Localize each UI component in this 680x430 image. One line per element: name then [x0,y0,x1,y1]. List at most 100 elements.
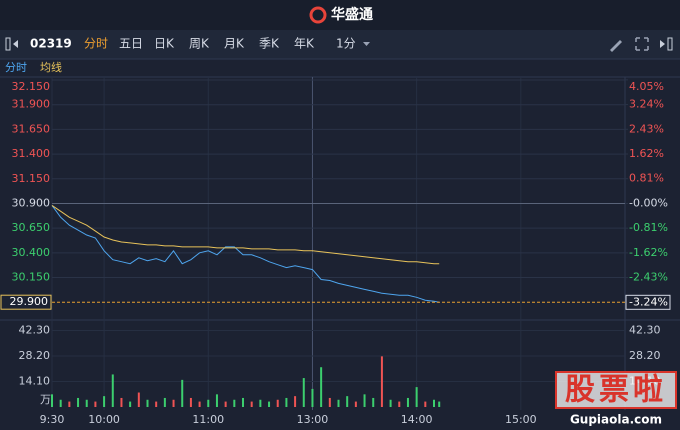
volume-bar [433,399,435,407]
x-tick-label: 15:00 [505,413,537,426]
volume-bar [346,396,349,407]
volume-bar [77,397,80,407]
tab[interactable]: 季K [259,37,280,51]
tab[interactable]: 年K [294,37,315,51]
volume-bar [189,397,192,407]
volume-bar [302,378,305,407]
last-price-label: 29.900 [10,295,49,308]
volume-bar [372,397,375,407]
y-tick-label: 31.650 [12,122,51,135]
fullscreen-icon[interactable] [635,37,649,51]
y2-tick-label: -0.81% [629,221,668,234]
y-tick-label: 31.150 [12,172,51,185]
volume-bar [85,399,88,407]
y-tick-label: 30.400 [12,246,51,259]
volume-bar [268,401,271,407]
collapse-icon[interactable] [5,37,11,51]
volume-bar [146,399,149,407]
volume-bar [103,396,106,407]
edit-icon[interactable] [610,40,622,52]
collapse-arrow [13,40,18,48]
volume-bar [406,397,409,407]
volume-unit: 万 [40,393,51,406]
interval-select[interactable]: 1分 [336,37,356,51]
volume-bar [172,399,175,407]
x-tick-label: 11:00 [192,413,224,426]
volume-bar [415,387,418,407]
y-tick-label: 32.150 [12,80,51,93]
volume-bar [59,399,62,407]
volume-bar [389,399,392,407]
price-line [51,205,440,303]
volume-bar [438,401,441,407]
volume-tick-label: 14.10 [19,375,51,388]
volume-bar [320,367,323,407]
watermark-url: Gupiaola.com [570,413,662,427]
legend-entry[interactable]: 分时 [5,61,27,74]
volume-bar [111,374,114,407]
volume-tick-label-right: 42.30 [629,324,661,337]
last-change-box [625,294,671,310]
y2-tick-label: -1.62% [629,246,668,259]
x-tick-label: 14:00 [401,413,433,426]
dropdown-arrow [363,42,370,46]
volume-bar [242,397,244,407]
volume-bar [207,399,210,407]
y2-tick-label: 0.81% [629,172,664,185]
volume-bar [215,394,218,407]
legend-entry[interactable]: 均线 [40,60,62,74]
volume-bar [424,401,427,407]
price-line [51,204,440,265]
tab[interactable]: 分时 [84,37,108,51]
logo-text: 华盛通 [331,6,373,23]
toolbar [0,30,680,59]
volume-bar [294,396,297,407]
volume-bar [276,399,279,407]
volume-bar [380,356,383,407]
logo-icon [309,6,327,24]
volume-bar [129,401,132,407]
y2-tick-label: 1.62% [629,147,664,160]
y-tick-label: 31.400 [12,147,51,160]
expand-arrow [660,40,665,48]
tab[interactable]: 周K [189,37,210,51]
y2-tick-label: 3.24% [629,98,664,111]
volume-tick-label-right: 28.20 [629,349,661,362]
volume-bar [337,399,340,407]
volume-bar [68,401,71,407]
volume-bar [51,394,53,407]
tab[interactable]: 月K [224,37,245,51]
volume-bar [224,401,227,407]
x-tick-label: 10:00 [88,413,120,426]
header-bar [0,0,680,30]
watermark-title: 股票啦 [565,373,667,408]
volume-bar [94,401,97,407]
watermark-box [555,371,677,409]
volume-bar [198,401,201,407]
volume-bar [233,399,236,407]
stock-code: 02319 [30,37,72,51]
y-tick-label: 31.900 [12,98,51,111]
volume-tick-label: 28.20 [19,349,51,362]
expand-icon[interactable] [667,37,673,51]
volume-bar [285,397,288,407]
y2-tick-label: -2.43% [629,271,668,284]
volume-bar [163,397,166,407]
volume-bar [363,394,366,407]
y2-tick-label: 2.43% [629,122,664,135]
last-price-box [0,294,52,310]
y2-tick-label: -0.00% [629,196,668,209]
volume-bar [328,397,331,407]
y-tick-label: 30.150 [12,271,51,284]
tab[interactable]: 五日 [119,37,143,51]
volume-bar [259,399,262,407]
x-tick-label: 13:00 [297,413,329,426]
volume-bar [137,392,140,407]
volume-bar [311,388,314,407]
last-change-label: -3.24% [629,295,668,308]
tab[interactable]: 日K [154,37,175,51]
x-tick-label: 9:30 [40,413,65,426]
volume-bar [120,397,123,407]
